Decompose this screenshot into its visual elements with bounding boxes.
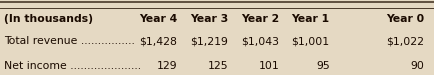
Text: Year 0: Year 0 [385,14,423,25]
Text: 125: 125 [207,61,228,71]
Text: Year 3: Year 3 [190,14,228,25]
Text: 101: 101 [258,61,279,71]
Text: 129: 129 [157,61,177,71]
Text: $1,219: $1,219 [190,36,228,46]
Text: $1,428: $1,428 [139,36,177,46]
Text: Total revenue ................: Total revenue ................ [4,36,135,46]
Text: Year 2: Year 2 [240,14,279,25]
Text: $1,043: $1,043 [241,36,279,46]
Text: 95: 95 [315,61,329,71]
Text: Net income .....................: Net income ..................... [4,61,141,71]
Text: Year 4: Year 4 [139,14,177,25]
Text: $1,022: $1,022 [385,36,423,46]
Text: Year 1: Year 1 [291,14,329,25]
Text: 90: 90 [409,61,423,71]
Text: $1,001: $1,001 [291,36,329,46]
Text: (In thousands): (In thousands) [4,14,93,25]
